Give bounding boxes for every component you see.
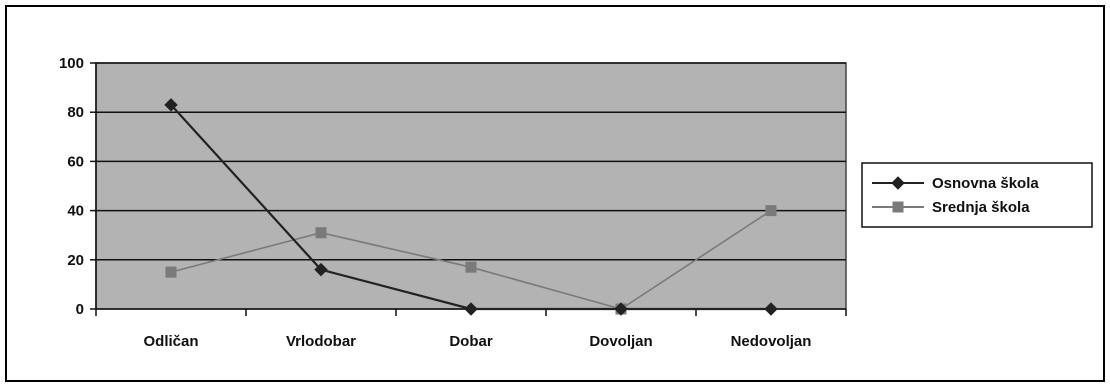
legend-marker — [892, 201, 904, 213]
plot-area: 0 20 40 60 80 100 Odličan Vrlodobar Dobar Dovolja… — [59, 55, 847, 350]
x-tick-label: Vrlodobar — [286, 333, 356, 350]
legend-label: Srednja škola — [932, 199, 1030, 216]
data-point-2 — [165, 266, 177, 278]
y-tick-label: 100 — [59, 55, 84, 72]
data-point-2 — [765, 205, 777, 217]
legend-box — [861, 162, 1093, 228]
data-point-2 — [315, 227, 327, 239]
x-tick-label: Odličan — [143, 333, 198, 350]
data-point-1 — [164, 98, 178, 112]
y-tick-label: 20 — [67, 252, 84, 269]
y-tick-label: 80 — [67, 104, 84, 121]
x-tick-label: Dovoljan — [589, 333, 652, 350]
data-point-2 — [465, 261, 477, 273]
data-point-1 — [764, 302, 778, 316]
legend-marker — [891, 176, 905, 190]
x-tick-label: Dobar — [449, 333, 493, 350]
data-point-1 — [614, 302, 628, 316]
y-tick-label: 40 — [67, 203, 84, 220]
data-point-1 — [464, 302, 478, 316]
legend-label: Osnovna škola — [932, 175, 1039, 192]
data-point-1 — [314, 262, 328, 277]
x-tick-label: Nedovoljan — [731, 333, 812, 350]
y-tick-label: 0 — [76, 301, 84, 318]
legend: Osnovna škola Srednja škola — [861, 162, 1093, 228]
y-tick-label: 60 — [67, 153, 84, 170]
